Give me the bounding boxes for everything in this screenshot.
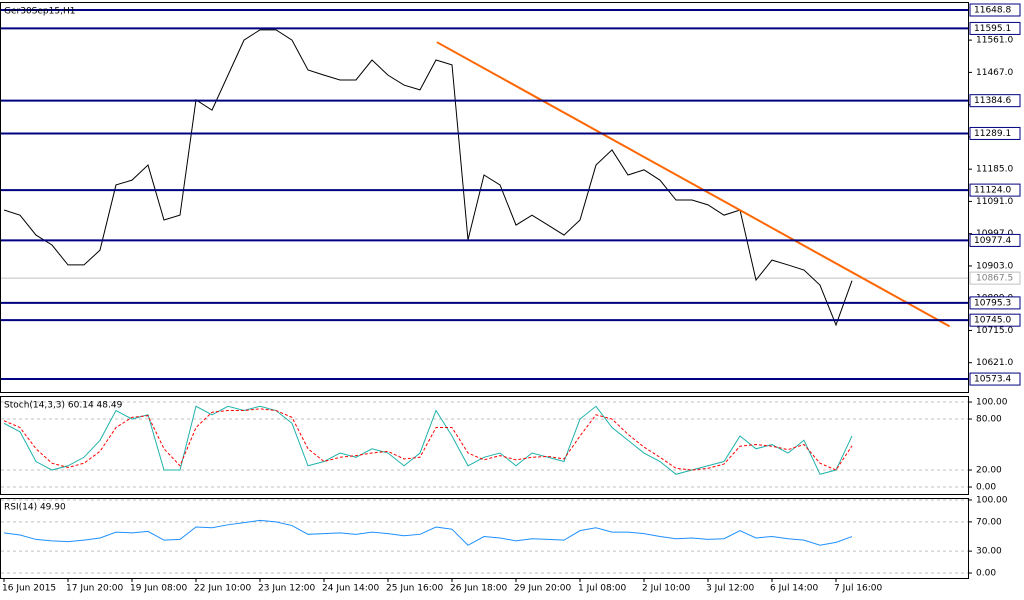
level-label: 10745.0 <box>974 316 1011 326</box>
level-label: 11289.1 <box>974 129 1011 139</box>
x-tick-label: 22 Jun 10:00 <box>194 584 251 594</box>
x-tick-label: 1 Jul 08:00 <box>578 584 627 594</box>
y-tick-label: 11467.0 <box>976 68 1013 78</box>
x-tick-label: 3 Jul 12:00 <box>706 584 755 594</box>
x-tick-label: 19 Jun 08:00 <box>130 584 187 594</box>
level-label: 10795.3 <box>974 298 1011 308</box>
y-tick-label: 100.00 <box>976 398 1008 408</box>
current-price-box <box>969 271 1021 285</box>
current-price-label: 10867.5 <box>976 274 1013 284</box>
y-tick-label: 100.00 <box>976 495 1008 505</box>
level-box <box>969 313 1021 327</box>
level-box <box>969 21 1021 35</box>
panel-frame <box>0 498 969 579</box>
y-tick-label: 11185.0 <box>976 165 1013 175</box>
x-tick-label: 26 Jun 18:00 <box>450 584 507 594</box>
x-tick-label: 23 Jun 12:00 <box>258 584 315 594</box>
x-tick-label: 17 Jun 20:00 <box>66 584 123 594</box>
level-box <box>969 94 1021 108</box>
level-box <box>969 296 1021 310</box>
series-line <box>3 405 853 475</box>
panel-title: RSI(14) 49.90 <box>4 503 66 513</box>
level-label: 11124.0 <box>974 186 1011 196</box>
level-box <box>969 183 1021 197</box>
level-box <box>969 126 1021 140</box>
series-line <box>3 519 853 546</box>
panel-frame <box>0 2 969 393</box>
y-tick-label: 10903.0 <box>976 261 1013 271</box>
x-tick-label: 2 Jul 10:00 <box>642 584 691 594</box>
y-tick-label: 11091.0 <box>976 197 1013 207</box>
level-box <box>969 233 1021 247</box>
level-label: 11595.1 <box>974 24 1011 34</box>
panel-title: Ger30Sep15,H1 <box>4 7 75 17</box>
trendline <box>436 41 951 328</box>
y-tick-label: 0.00 <box>976 569 996 579</box>
x-tick-label: 16 Jun 2015 <box>2 584 56 594</box>
x-tick-label: 25 Jun 16:00 <box>386 584 443 594</box>
level-box <box>969 3 1021 17</box>
y-tick-label: 80.00 <box>976 415 1002 425</box>
level-label: 11648.8 <box>974 5 1011 15</box>
level-label: 11384.6 <box>974 96 1011 106</box>
level-box <box>969 372 1021 386</box>
x-tick-label: 24 Jun 14:00 <box>322 584 379 594</box>
y-tick-label: 10621.0 <box>976 358 1013 368</box>
y-tick-label: 11561.0 <box>976 36 1013 46</box>
y-tick-label: 0.00 <box>976 483 996 493</box>
x-tick-label: 7 Jul 16:00 <box>834 584 883 594</box>
y-tick-label: 70.00 <box>976 517 1002 527</box>
x-tick-label: 29 Jun 20:00 <box>514 584 571 594</box>
panel-title: Stoch(14,3,3) 60.14 48.49 <box>4 401 123 411</box>
x-tick-label: 6 Jul 14:00 <box>770 584 819 594</box>
y-tick-label: 10715.0 <box>976 326 1013 336</box>
level-label: 10573.4 <box>974 375 1011 385</box>
level-label: 10977.4 <box>974 236 1011 246</box>
panel-frame <box>0 396 969 495</box>
series-line <box>3 29 853 327</box>
y-tick-label: 30.00 <box>976 547 1002 557</box>
y-tick-label: 20.00 <box>976 466 1002 476</box>
